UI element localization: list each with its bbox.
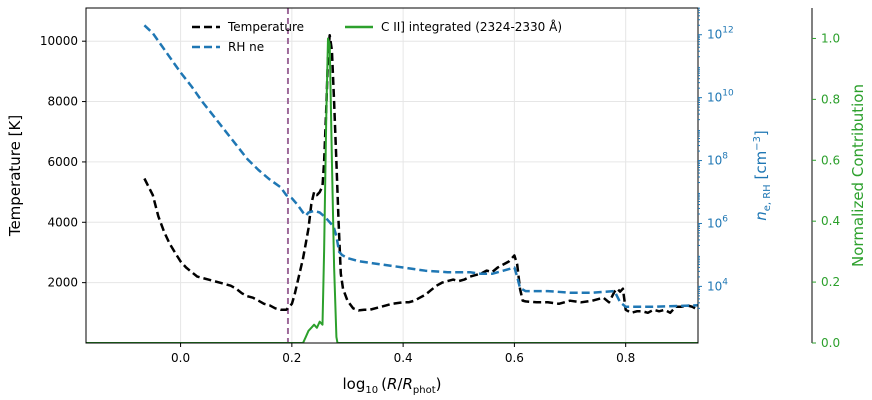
y-left-tick-label: 6000 (47, 155, 78, 169)
series-layer (86, 8, 698, 343)
y-left-title: Temperature [K] (6, 115, 24, 237)
y-right1-title: ne, RH [cm−3] (752, 130, 773, 221)
legend: Temperature RH ne C II] integrated (2324-2… (192, 19, 562, 54)
x-axis-title: log10 (R/Rphot) (343, 375, 442, 396)
y-right2-tick-label: 0.4 (821, 214, 840, 228)
x-tick-label: 0.2 (282, 351, 301, 365)
x-tick-label: 0.8 (616, 351, 635, 365)
axes: 0.0 0.2 0.4 0.6 0.8 2000 4000 6000 8000 10000 104 1… (6, 7, 867, 396)
legend-label-0: Temperature (227, 20, 304, 34)
y-right2-tick-label: 0.2 (821, 275, 840, 289)
y-right1-tick-label: 106 (707, 214, 728, 230)
y-right1-tick-label: 1010 (707, 89, 734, 105)
plot-frame (85, 7, 699, 344)
legend-label-1: RH ne (228, 40, 264, 54)
y-right2-tick-label: 1.0 (821, 31, 840, 45)
series-line-0 (143, 33, 698, 315)
y-left-tick-label: 2000 (47, 276, 78, 290)
series-line-2 (86, 37, 698, 343)
x-tick-label: 0.4 (394, 351, 413, 365)
y-left-tick-label: 4000 (47, 215, 78, 229)
y-right1-tick-label: 104 (707, 277, 728, 293)
x-tick-label: 0.0 (171, 351, 190, 365)
series-line-1 (143, 24, 698, 309)
x-tick-label: 0.6 (505, 351, 524, 365)
y-left-tick-label: 8000 (47, 95, 78, 109)
legend-label-2: C II] integrated (2324-2330 Å) (381, 19, 562, 34)
y-left-tick-label: 10000 (40, 34, 78, 48)
y-right2-tick-label: 0.6 (821, 153, 840, 167)
y-right2-title: Normalized Contribution (849, 84, 867, 267)
y-right1-tick-label: 1012 (707, 26, 734, 42)
y-right2-tick-label: 0.0 (821, 336, 840, 350)
y-right2-tick-label: 0.8 (821, 92, 840, 106)
grid-lines (86, 8, 698, 343)
y-right1-tick-label: 108 (707, 152, 728, 168)
